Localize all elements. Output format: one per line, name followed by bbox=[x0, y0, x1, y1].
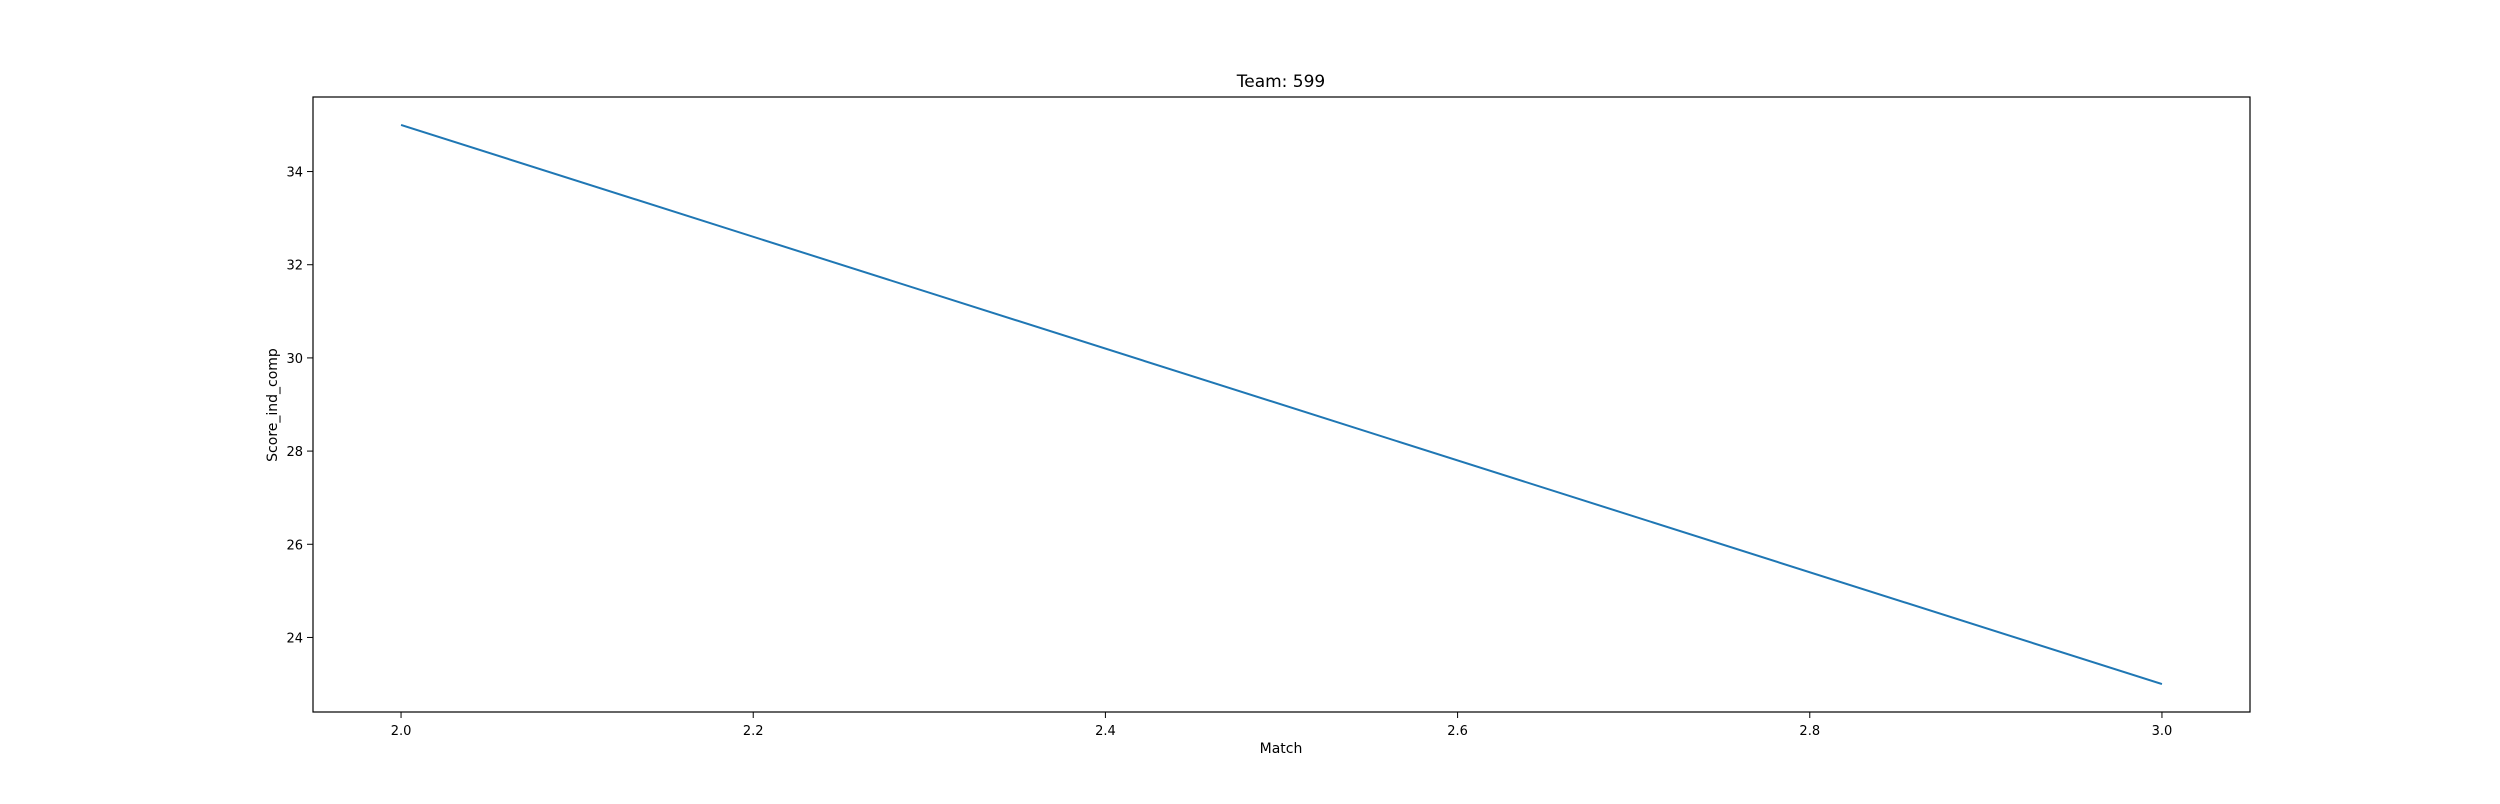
x-tick-label: 2.2 bbox=[743, 724, 764, 739]
y-tick-label: 28 bbox=[286, 445, 303, 460]
y-tick-label: 34 bbox=[286, 166, 303, 181]
x-axis-label: Match bbox=[1260, 741, 1303, 757]
x-tick-label: 3.0 bbox=[2152, 724, 2173, 739]
plot-area-frame bbox=[312, 96, 2251, 713]
x-tick-label: 2.4 bbox=[1095, 724, 1116, 739]
y-tick-label: 30 bbox=[286, 352, 303, 367]
x-tick-label: 2.0 bbox=[391, 724, 412, 739]
y-axis-ticks: 24 26 28 30 32 34 bbox=[286, 166, 313, 646]
y-tick-label: 24 bbox=[286, 631, 303, 646]
series-line bbox=[400, 124, 2163, 685]
y-tick-label: 26 bbox=[286, 538, 303, 553]
y-tick-label: 32 bbox=[286, 259, 303, 274]
x-axis-ticks: 2.0 2.2 2.4 2.6 2.8 3.0 bbox=[391, 712, 2173, 739]
x-tick-label: 2.6 bbox=[1447, 724, 1468, 739]
x-tick-label: 2.8 bbox=[1799, 724, 1820, 739]
y-axis-label: Score_ind_comp bbox=[265, 348, 281, 462]
chart-title: Team: 599 bbox=[1236, 72, 1326, 92]
series-layer bbox=[400, 124, 2163, 685]
